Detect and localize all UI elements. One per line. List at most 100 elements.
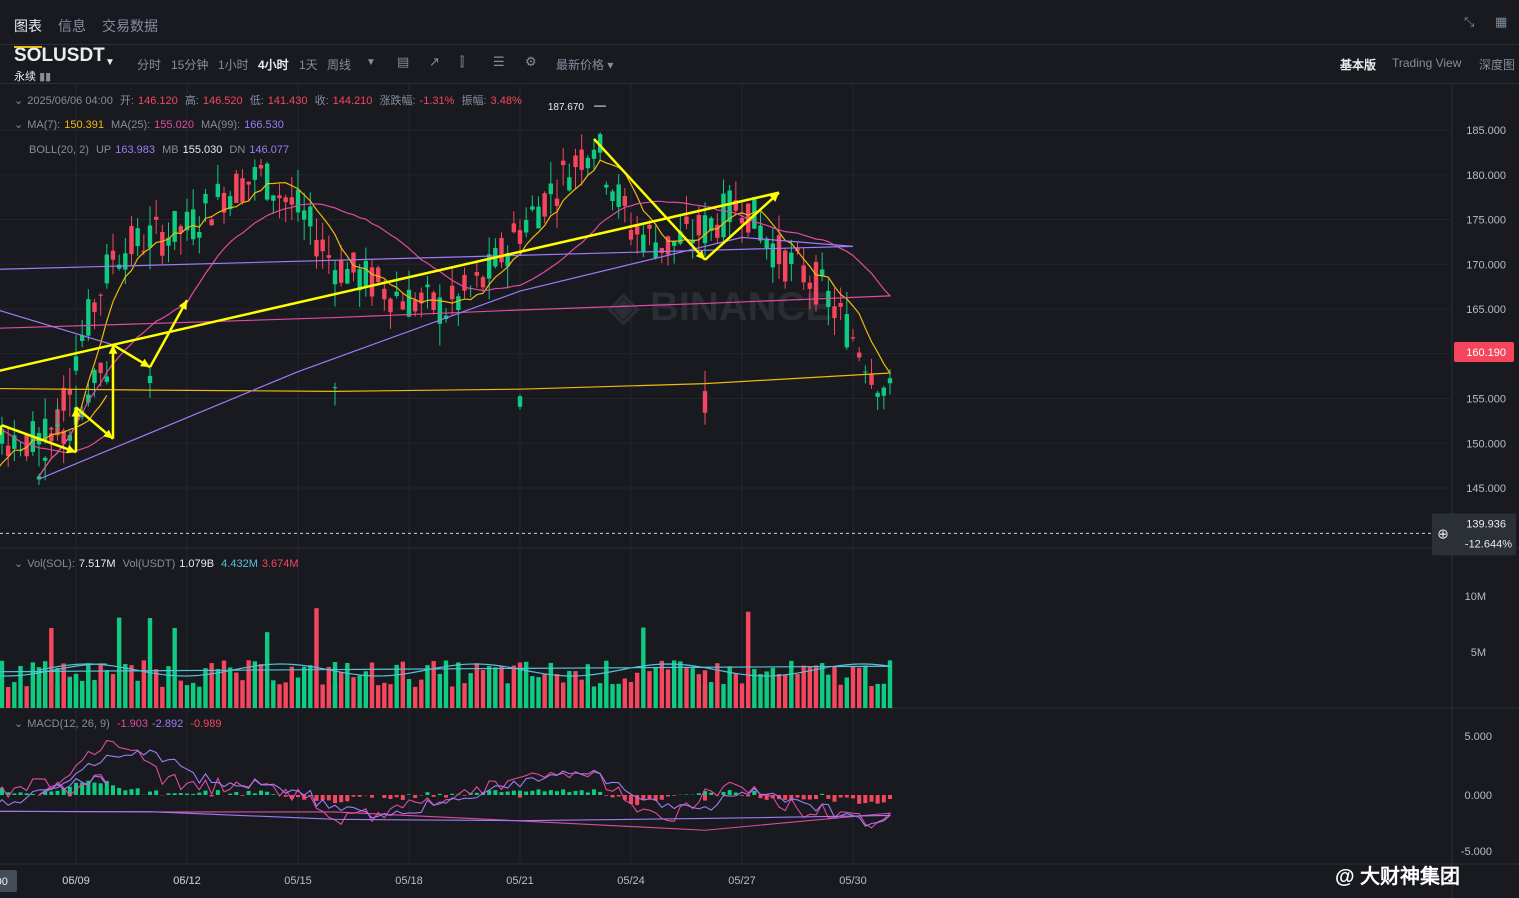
price-tick-label: 170.000 bbox=[1466, 259, 1506, 271]
macd-histogram-bar bbox=[259, 790, 263, 795]
volume-bar bbox=[758, 674, 763, 708]
candle-body bbox=[209, 219, 214, 226]
interval-1d[interactable]: 1天 bbox=[299, 58, 318, 72]
macd-histogram-bar bbox=[61, 788, 66, 795]
interval-1h[interactable]: 1小时 bbox=[218, 58, 249, 72]
volume-bar bbox=[542, 673, 547, 708]
calendar-icon[interactable]: ▤ bbox=[397, 54, 410, 69]
macd-histogram-bar bbox=[185, 793, 189, 795]
date-tick-label: 05/27 bbox=[728, 875, 756, 887]
view-depth[interactable]: 深度图 bbox=[1479, 58, 1516, 72]
indicator-icon[interactable]: ☰ bbox=[493, 54, 505, 69]
candle-body bbox=[548, 183, 554, 195]
macd-histogram-bar bbox=[863, 795, 868, 804]
volume-bar bbox=[332, 662, 338, 708]
annotation-arrow-line bbox=[593, 138, 706, 261]
candlestick-chart[interactable]: 185.000180.000175.000170.000165.000160.0… bbox=[0, 84, 1519, 898]
interval-4h[interactable]: 4小时 bbox=[258, 58, 289, 72]
macd-histogram-bar bbox=[567, 792, 572, 795]
candle-body bbox=[382, 288, 387, 300]
interval-timeshare[interactable]: 分时 bbox=[137, 58, 162, 72]
top-tab-bar: 图表 信息 交易数据 ⤡ ▦ bbox=[0, 0, 1519, 48]
volume-bar bbox=[869, 686, 874, 708]
volume-bar bbox=[153, 669, 159, 708]
volume-bar bbox=[283, 682, 288, 708]
settings-gear-icon[interactable]: ⚙ bbox=[525, 54, 537, 69]
volume-bar bbox=[55, 667, 60, 708]
macd-histogram-bar bbox=[733, 792, 738, 795]
interval-15m[interactable]: 15分钟 bbox=[171, 58, 209, 72]
candle-body bbox=[61, 387, 66, 411]
macd-histogram-bar bbox=[462, 795, 467, 796]
tab-trading-data[interactable]: 交易数据 bbox=[102, 18, 158, 34]
candle-body bbox=[67, 435, 73, 441]
candle-body bbox=[240, 178, 245, 203]
volume-bar bbox=[881, 683, 887, 708]
macd-histogram-bar bbox=[437, 793, 442, 795]
candle-body bbox=[92, 302, 97, 313]
macd-histogram-bar bbox=[135, 788, 140, 795]
candle-body bbox=[308, 206, 313, 227]
macd-histogram-bar bbox=[24, 793, 29, 795]
macd-histogram-bar bbox=[92, 789, 97, 795]
candle-body bbox=[221, 192, 227, 213]
macd-histogram-bar bbox=[555, 791, 559, 795]
view-basic[interactable]: 基本版 bbox=[1340, 58, 1377, 72]
volume-bar bbox=[98, 664, 103, 708]
candle-body bbox=[271, 195, 276, 201]
volume-bar bbox=[801, 665, 806, 708]
macd-tick-label: 5.000 bbox=[1464, 731, 1492, 743]
macd-histogram-bar bbox=[320, 795, 325, 800]
volume-bar bbox=[702, 670, 708, 708]
volume-bar bbox=[745, 611, 751, 708]
macd-histogram-bar bbox=[764, 795, 769, 800]
macd-histogram-bar bbox=[844, 795, 849, 798]
candle-type-icon[interactable]: ⫿ bbox=[460, 54, 465, 69]
volume-bar bbox=[474, 663, 480, 708]
annotation-arrow-line bbox=[148, 299, 189, 368]
candle-body bbox=[61, 430, 66, 444]
macd-histogram-bar bbox=[388, 795, 393, 799]
macd-histogram-bar bbox=[783, 795, 788, 800]
candle-body bbox=[351, 252, 356, 273]
volume-bar bbox=[203, 668, 208, 708]
more-intervals-icon[interactable]: ▼ bbox=[366, 57, 376, 68]
candle-body bbox=[813, 262, 819, 305]
volume-bar bbox=[715, 663, 720, 708]
view-tradingview[interactable]: Trading View bbox=[1392, 56, 1462, 70]
candle-body bbox=[567, 177, 572, 191]
candle-body bbox=[739, 217, 745, 224]
volume-bar bbox=[178, 680, 184, 708]
author-watermark: @ 大财神集团 bbox=[1335, 866, 1461, 888]
volume-bar bbox=[684, 668, 689, 708]
macd-histogram-bar bbox=[647, 795, 652, 799]
candle-body bbox=[776, 235, 782, 265]
macd-histogram-bar bbox=[703, 795, 707, 801]
tab-info[interactable]: 信息 bbox=[58, 18, 86, 34]
candle-body bbox=[110, 250, 116, 260]
interval-1w[interactable]: 周线 bbox=[327, 58, 352, 72]
volume-bar bbox=[320, 684, 325, 708]
volume-bar bbox=[412, 686, 418, 708]
volume-legend: ⌄ Vol(SOL): 7.517M Vol(USDT) 1.079B 4.432M 3… bbox=[14, 558, 299, 570]
macd-histogram-bar bbox=[407, 794, 411, 795]
date-tick-label: 05/21 bbox=[506, 875, 534, 887]
candle-body bbox=[252, 167, 258, 180]
tab-chart[interactable]: 图表 bbox=[14, 18, 42, 48]
symbol-name[interactable]: SOLUSDT bbox=[14, 45, 105, 66]
candle-body bbox=[258, 165, 264, 169]
candle-body bbox=[73, 356, 79, 371]
price-type-select[interactable]: 最新价格 ▾ bbox=[556, 58, 614, 72]
candle-body bbox=[560, 160, 566, 166]
ma7-line bbox=[0, 159, 892, 477]
layout-grid-icon[interactable]: ▦ bbox=[1495, 14, 1508, 29]
candle-body bbox=[166, 237, 171, 246]
volume-bar bbox=[721, 684, 726, 708]
candle-body bbox=[832, 306, 837, 319]
macd-histogram-bar bbox=[598, 791, 603, 795]
volume-bar bbox=[388, 684, 393, 708]
drawing-tool-icon[interactable]: ↗ bbox=[429, 54, 440, 69]
macd-histogram-bar bbox=[209, 795, 214, 797]
collapse-icon[interactable]: ⤡ bbox=[1464, 14, 1475, 29]
symbol-dropdown-icon[interactable]: ▼ bbox=[105, 57, 115, 68]
